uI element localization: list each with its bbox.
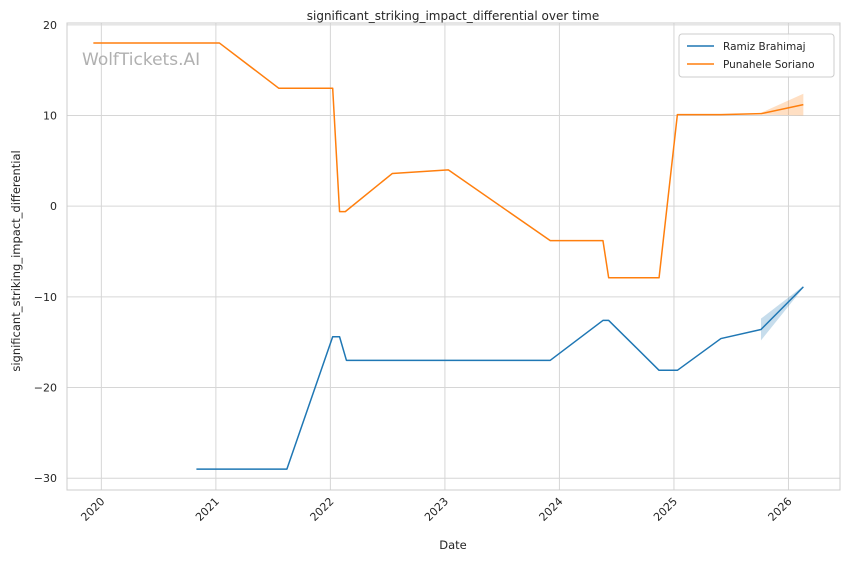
legend-label-punahele-soriano: Punahele Soriano [723,59,815,71]
tick-labels: 2020 2021 2022 2023 2024 2025 2026 −30 −20 −10 0 10… [34,19,795,524]
x-tick-label: 2021 [193,495,222,524]
x-axis-label: Date [439,538,467,552]
plot-frame [66,22,841,491]
chart-title: significant_striking_impact_differential… [307,9,599,23]
y-tick-label: 10 [43,109,57,122]
watermark: WolfTickets.AI [82,50,200,70]
y-tick-label: −20 [34,382,57,395]
x-tick-label: 2022 [308,495,337,524]
x-tick-label: 2025 [651,495,680,524]
confidence-band-punahele-soriano [760,93,804,116]
x-tick-label: 2020 [78,495,107,524]
y-tick-label: 20 [43,19,57,32]
confidence-bands [760,93,804,341]
y-tick-label: −10 [34,291,57,304]
x-tick-label: 2023 [422,495,451,524]
y-tick-label: −30 [34,472,57,485]
legend: Ramiz Brahimaj Punahele Soriano [678,33,835,78]
legend-label-ramiz-brahimaj: Ramiz Brahimaj [723,41,806,53]
confidence-band-ramiz-brahimaj [760,285,804,341]
x-tick-label: 2024 [537,495,566,524]
y-tick-label: 0 [50,200,57,213]
series-line-punahele-soriano [93,42,804,279]
series-lines [93,42,804,470]
plot-border [66,22,841,491]
y-axis-label: significant_striking_impact_differential [9,150,23,371]
series-line-ramiz-brahimaj [196,286,804,470]
x-tick-label: 2026 [766,495,795,524]
legend-box [678,33,835,78]
grid [67,23,840,490]
